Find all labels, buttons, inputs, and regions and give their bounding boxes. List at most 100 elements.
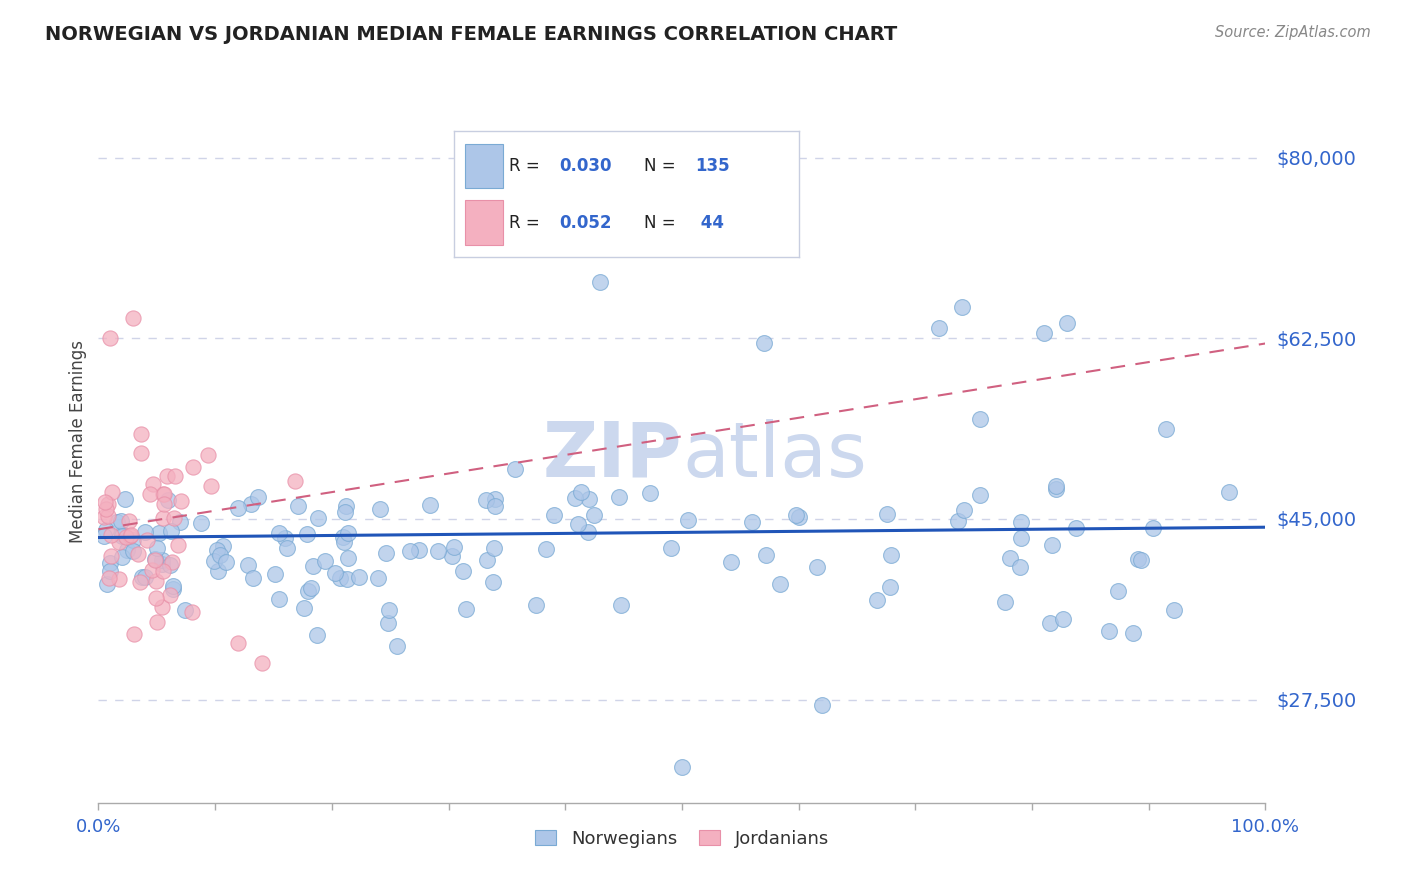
Point	[145, 552, 167, 566]
Point	[567, 516, 589, 531]
Point	[117, 514, 139, 528]
Point	[589, 275, 612, 289]
Point	[578, 525, 600, 540]
Point	[200, 479, 222, 493]
Point	[347, 570, 370, 584]
Point	[484, 499, 506, 513]
Point	[377, 615, 399, 630]
Point	[332, 531, 354, 545]
Point	[276, 541, 298, 555]
Point	[969, 412, 991, 426]
Point	[110, 514, 132, 528]
Point	[292, 601, 315, 615]
Point	[242, 571, 264, 585]
Point	[1142, 521, 1164, 535]
Point	[1010, 559, 1032, 574]
Point	[1163, 603, 1185, 617]
Point	[769, 576, 792, 591]
Point	[335, 505, 357, 519]
Point	[100, 485, 122, 500]
Point	[1126, 552, 1149, 566]
Point	[97, 509, 120, 524]
Point	[197, 448, 219, 462]
Point	[122, 310, 145, 325]
Point	[299, 581, 322, 595]
Point	[174, 603, 197, 617]
Point	[96, 523, 118, 537]
Point	[236, 558, 259, 573]
Point	[240, 497, 263, 511]
Point	[1039, 615, 1062, 630]
Point	[215, 555, 238, 569]
Point	[484, 492, 506, 507]
Point	[153, 497, 176, 511]
Point	[314, 554, 336, 568]
Point	[378, 603, 401, 617]
Point	[94, 495, 117, 509]
Point	[111, 526, 134, 541]
Point	[107, 572, 129, 586]
Point	[946, 514, 969, 528]
Point	[482, 574, 505, 589]
Point	[190, 516, 212, 530]
Point	[811, 698, 834, 712]
Point	[143, 552, 166, 566]
Point	[269, 525, 291, 540]
Point	[100, 528, 122, 542]
Point	[534, 541, 557, 556]
Point	[150, 553, 173, 567]
Point	[1040, 537, 1063, 551]
Point	[128, 574, 150, 589]
Point	[1107, 584, 1129, 599]
Point	[247, 490, 270, 504]
Point	[671, 760, 693, 774]
Point	[323, 566, 346, 580]
Point	[1098, 624, 1121, 638]
Point	[866, 593, 889, 607]
Point	[134, 569, 156, 583]
Point	[167, 538, 190, 552]
Point	[755, 549, 778, 563]
Point	[160, 555, 183, 569]
Point	[564, 491, 586, 505]
Point	[180, 605, 202, 619]
Point	[301, 558, 323, 573]
Text: ZIP: ZIP	[543, 419, 682, 493]
Point	[543, 508, 565, 523]
Point	[226, 500, 249, 515]
Point	[228, 636, 250, 650]
Point	[122, 533, 145, 548]
Point	[419, 498, 441, 512]
Point	[454, 602, 477, 616]
Point	[98, 571, 121, 585]
Point	[111, 529, 134, 543]
Point	[741, 515, 763, 529]
Point	[1032, 326, 1054, 341]
Text: atlas: atlas	[682, 419, 866, 493]
Point	[571, 484, 593, 499]
Point	[156, 469, 179, 483]
Point	[720, 555, 742, 569]
Y-axis label: Median Female Earnings: Median Female Earnings	[69, 340, 87, 543]
Point	[162, 582, 184, 596]
Point	[785, 508, 807, 523]
Point	[284, 474, 307, 488]
Point	[427, 543, 450, 558]
Point	[134, 525, 156, 540]
Point	[387, 639, 409, 653]
Point	[129, 446, 152, 460]
Point	[208, 548, 231, 562]
Point	[928, 321, 950, 335]
Point	[96, 577, 118, 591]
Point	[97, 497, 120, 511]
Point	[159, 588, 181, 602]
Point	[157, 492, 180, 507]
Point	[484, 541, 506, 556]
Point	[211, 539, 233, 553]
Point	[146, 541, 169, 556]
Point	[152, 511, 174, 525]
Point	[250, 657, 273, 671]
Point	[146, 615, 169, 630]
Point	[1000, 551, 1022, 566]
Point	[1045, 479, 1067, 493]
